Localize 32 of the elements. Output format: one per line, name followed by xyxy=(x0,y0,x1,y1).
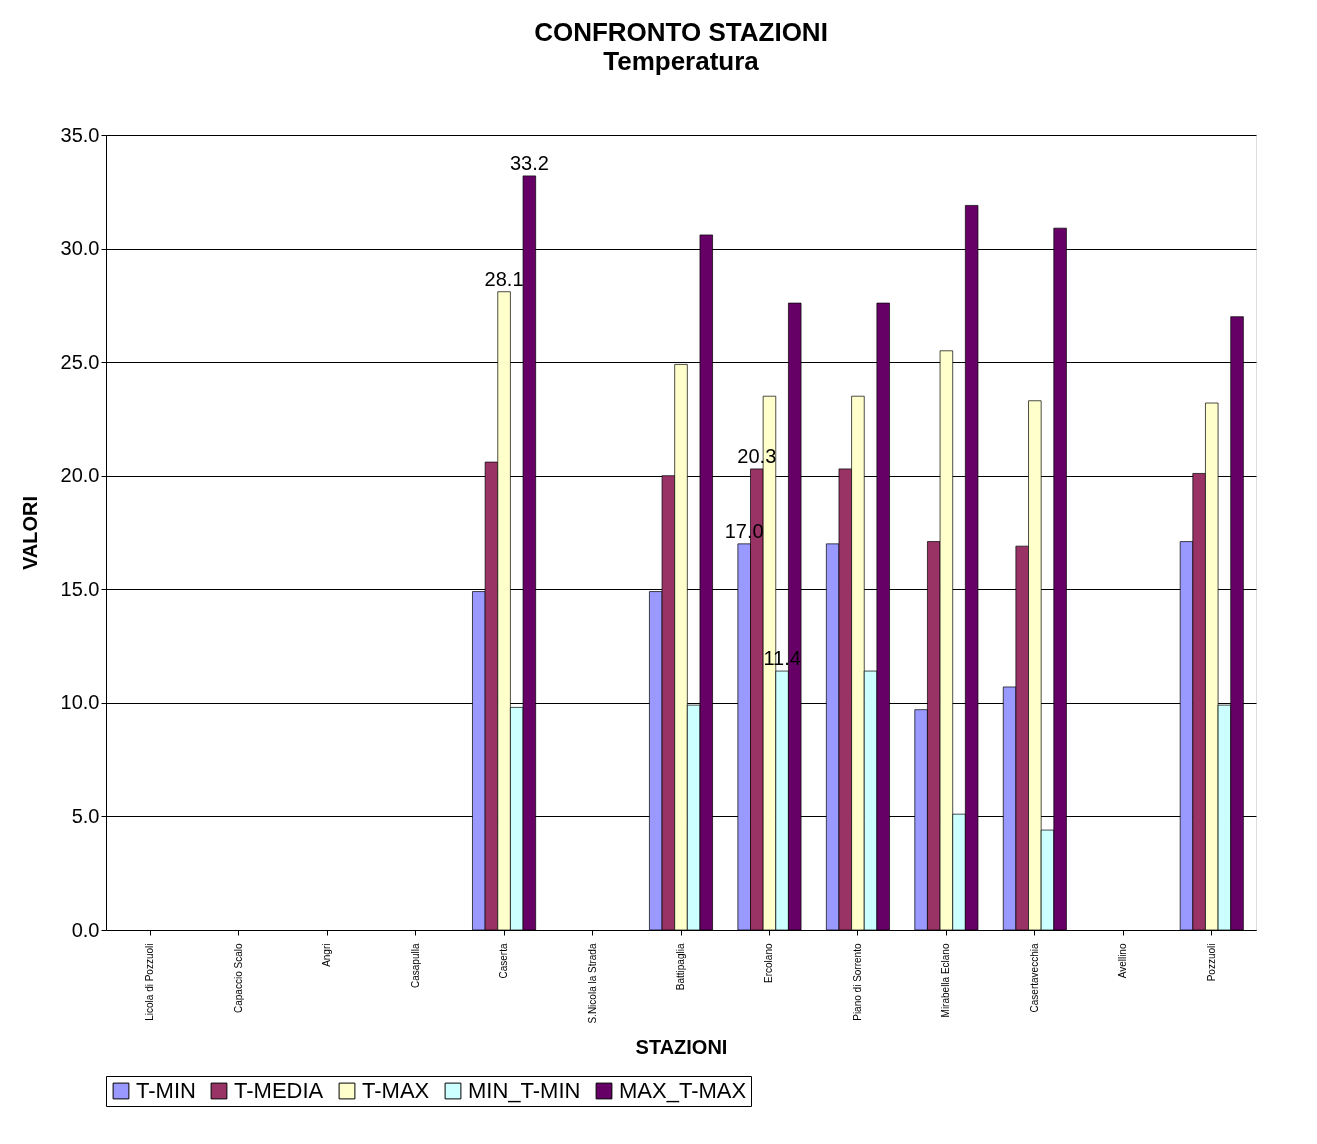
y-tick-label: 10.0 xyxy=(60,691,100,714)
chart-subtitle: Temperatura xyxy=(603,46,760,76)
x-tick-label: Casertavecchia xyxy=(1028,943,1040,1013)
y-tick-label: 25.0 xyxy=(60,350,100,373)
x-tick-label: Avellino xyxy=(1117,943,1129,979)
x-tick-label: Mirabella Eclano xyxy=(940,943,952,1018)
x-tick-label: Battipaglia xyxy=(675,943,686,991)
x-tick-label: Piano di Sorrento xyxy=(851,943,863,1021)
legend-label: T-MIN xyxy=(136,1078,196,1103)
chart-title: CONFRONTO STAZIONI xyxy=(534,17,828,47)
x-tick-label: Caserta xyxy=(498,943,510,979)
x-tick-label: Licola di Pozzuoli xyxy=(144,943,156,1021)
y-tick-label: 15.0 xyxy=(60,577,100,600)
y-tick-label: 20.0 xyxy=(60,464,100,487)
x-tick-label: Pozzuoli xyxy=(1205,943,1217,982)
legend-label: T-MAX xyxy=(362,1078,430,1103)
x-tick-label: Angri xyxy=(321,943,333,967)
data-label: 33.2 xyxy=(509,151,549,174)
y-tick-label: 0.0 xyxy=(71,918,100,941)
x-tick-label: S.Nicola la Strada xyxy=(586,943,598,1024)
x-tick-label: Casapulla xyxy=(409,943,421,988)
y-tick-label: 5.0 xyxy=(71,804,100,827)
y-tick-label: 35.0 xyxy=(60,123,100,146)
data-label: 28.1 xyxy=(484,267,524,290)
x-axis-title: STAZIONI xyxy=(635,1035,728,1058)
legend-label: MAX_T-MAX xyxy=(619,1078,747,1103)
legend-label: T-MEDIA xyxy=(234,1078,324,1103)
y-axis-title: VALORI xyxy=(18,495,41,571)
y-tick-label: 30.0 xyxy=(60,237,100,260)
x-tick-label: Capaccio Scalo xyxy=(232,943,244,1013)
x-tick-label: Ercolano xyxy=(763,943,775,983)
legend-label: MIN_T-MIN xyxy=(468,1078,581,1103)
